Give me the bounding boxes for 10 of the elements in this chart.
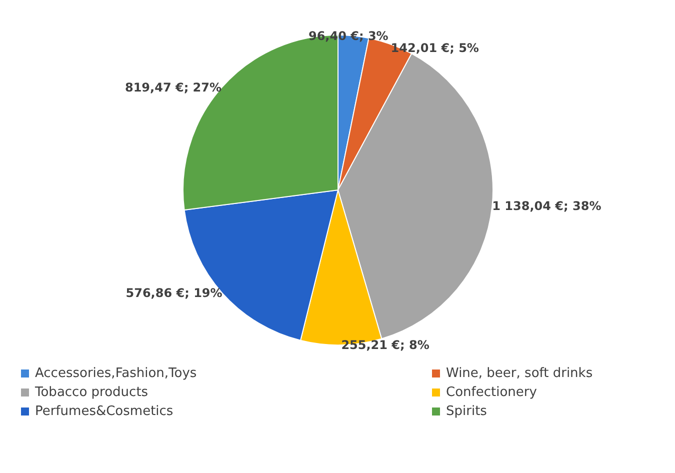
data-label: 255,21 €; 8% [341,338,430,352]
legend-label: Perfumes&Cosmetics [35,404,174,419]
legend-label: Wine, beer, soft drinks [446,366,593,381]
legend-label: Accessories,Fashion,Toys [35,366,197,381]
legend-label: Confectionery [446,385,538,400]
data-label: 819,47 €; 27% [124,80,222,95]
legend-label: Tobacco products [34,385,148,400]
legend-label: Spirits [446,404,488,419]
data-label: 576,86 €; 19% [126,286,222,300]
data-label: 1 138,04 €; 38% [492,199,602,214]
